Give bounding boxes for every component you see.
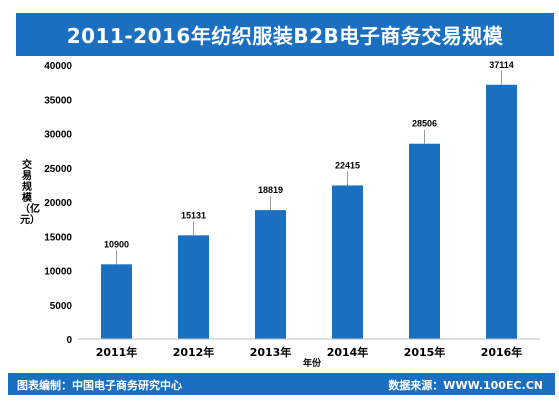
footer-banner: 图表编制：中国电子商务研究中心 数据来源：WWW.100EC.CN	[8, 373, 555, 395]
y-tick-label: 25000	[44, 164, 72, 175]
y-tick-label: 5000	[50, 301, 73, 312]
title-banner: 2011-2016年纺织服装B2B电子商务交易规模	[16, 13, 554, 56]
x-tick-label: 2016年	[481, 345, 523, 359]
y-tick-label: 10000	[44, 267, 72, 278]
y-tick-label: 35000	[44, 95, 72, 106]
footer-source-right: 数据来源：WWW.100EC.CN	[388, 379, 543, 392]
bar	[332, 185, 363, 339]
y-tick-label: 40000	[44, 61, 72, 72]
y-tick-label: 20000	[44, 198, 72, 209]
y-axis-title: 交易规模（亿元）	[20, 160, 40, 226]
footer-source-left: 图表编制：中国电子商务研究中心	[17, 379, 182, 392]
data-label: 15131	[181, 210, 206, 220]
y-tick-label: 0	[66, 335, 72, 346]
data-label: 10900	[104, 239, 129, 249]
bar-chart: 0 5000 10000 15000 20000 25000 30000 35000 40000…	[44, 60, 540, 369]
bars: 10900 15131 18819 22415 28506 37114	[101, 60, 517, 339]
x-tick-label: 2012年	[173, 345, 215, 359]
data-label: 22415	[335, 160, 360, 170]
y-axis: 0 5000 10000 15000 20000 25000 30000 35000 40000	[44, 61, 72, 346]
bar	[409, 143, 440, 339]
x-tick-label: 2013年	[250, 345, 292, 359]
bar	[486, 84, 517, 339]
chart-title: 2011-2016年纺织服装B2B电子商务交易规模	[66, 24, 504, 48]
bar	[255, 210, 286, 339]
bar	[178, 235, 209, 339]
x-tick-label: 2011年	[96, 345, 138, 359]
y-tick-label: 30000	[44, 130, 72, 141]
x-tick-label: 2014年	[327, 345, 369, 359]
bar	[101, 264, 132, 339]
y-tick-label: 15000	[44, 232, 72, 243]
data-label: 18819	[258, 185, 283, 195]
data-label: 28506	[412, 119, 437, 129]
x-tick-label: 2015年	[404, 345, 446, 359]
data-label: 37114	[489, 60, 514, 70]
x-axis-title: 年份	[303, 357, 322, 369]
